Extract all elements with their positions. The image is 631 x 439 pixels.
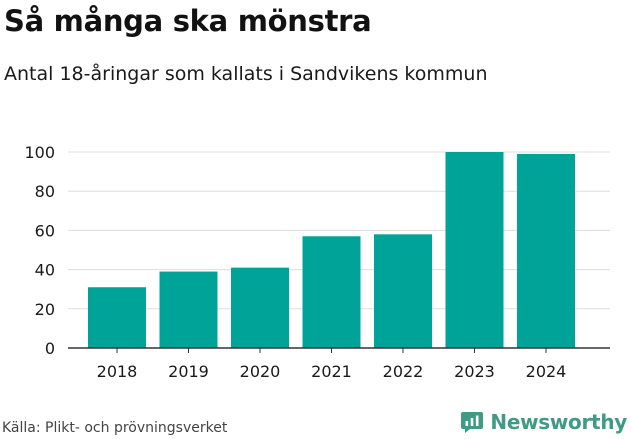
x-tick-label: 2020 bbox=[240, 362, 281, 381]
x-axis-ticks: 2018 2019 2020 2021 2022 2023 2024 bbox=[97, 348, 567, 381]
x-tick-label: 2024 bbox=[526, 362, 567, 381]
bar-2022 bbox=[374, 234, 432, 348]
y-tick-label: 20 bbox=[35, 300, 55, 319]
bar-2018 bbox=[88, 287, 146, 348]
y-tick-label: 40 bbox=[35, 261, 55, 280]
y-tick-label: 0 bbox=[45, 339, 55, 358]
bar-2019 bbox=[159, 271, 218, 348]
newsworthy-logo-icon bbox=[461, 412, 484, 433]
y-axis-ticks: 0 20 40 60 80 100 bbox=[24, 143, 55, 358]
bar-2024 bbox=[517, 153, 575, 348]
bar-2020 bbox=[231, 267, 289, 348]
x-tick-label: 2019 bbox=[168, 362, 209, 381]
y-tick-label: 100 bbox=[24, 143, 55, 162]
chart-title: Så många ska mönstra bbox=[4, 4, 372, 38]
source-note: Källa: Plikt- och prövningsverket bbox=[2, 420, 228, 436]
bar-2023 bbox=[445, 152, 504, 348]
y-tick-label: 60 bbox=[35, 221, 55, 240]
bar-chart: 0 20 40 60 80 100 2018 2019 2020 2021 2022 2023 202… bbox=[24, 143, 610, 381]
x-tick-label: 2022 bbox=[383, 362, 424, 381]
brand-name: Newsworthy bbox=[490, 410, 627, 434]
y-tick-label: 80 bbox=[35, 182, 55, 201]
x-tick-label: 2021 bbox=[311, 362, 352, 381]
bar-2021 bbox=[302, 236, 361, 348]
brand-logo: Newsworthy bbox=[460, 408, 627, 436]
chart-subtitle: Antal 18-åringar som kallats i Sandviken… bbox=[4, 63, 488, 85]
bars bbox=[88, 152, 575, 348]
x-tick-label: 2018 bbox=[97, 362, 138, 381]
x-tick-label: 2023 bbox=[454, 362, 495, 381]
